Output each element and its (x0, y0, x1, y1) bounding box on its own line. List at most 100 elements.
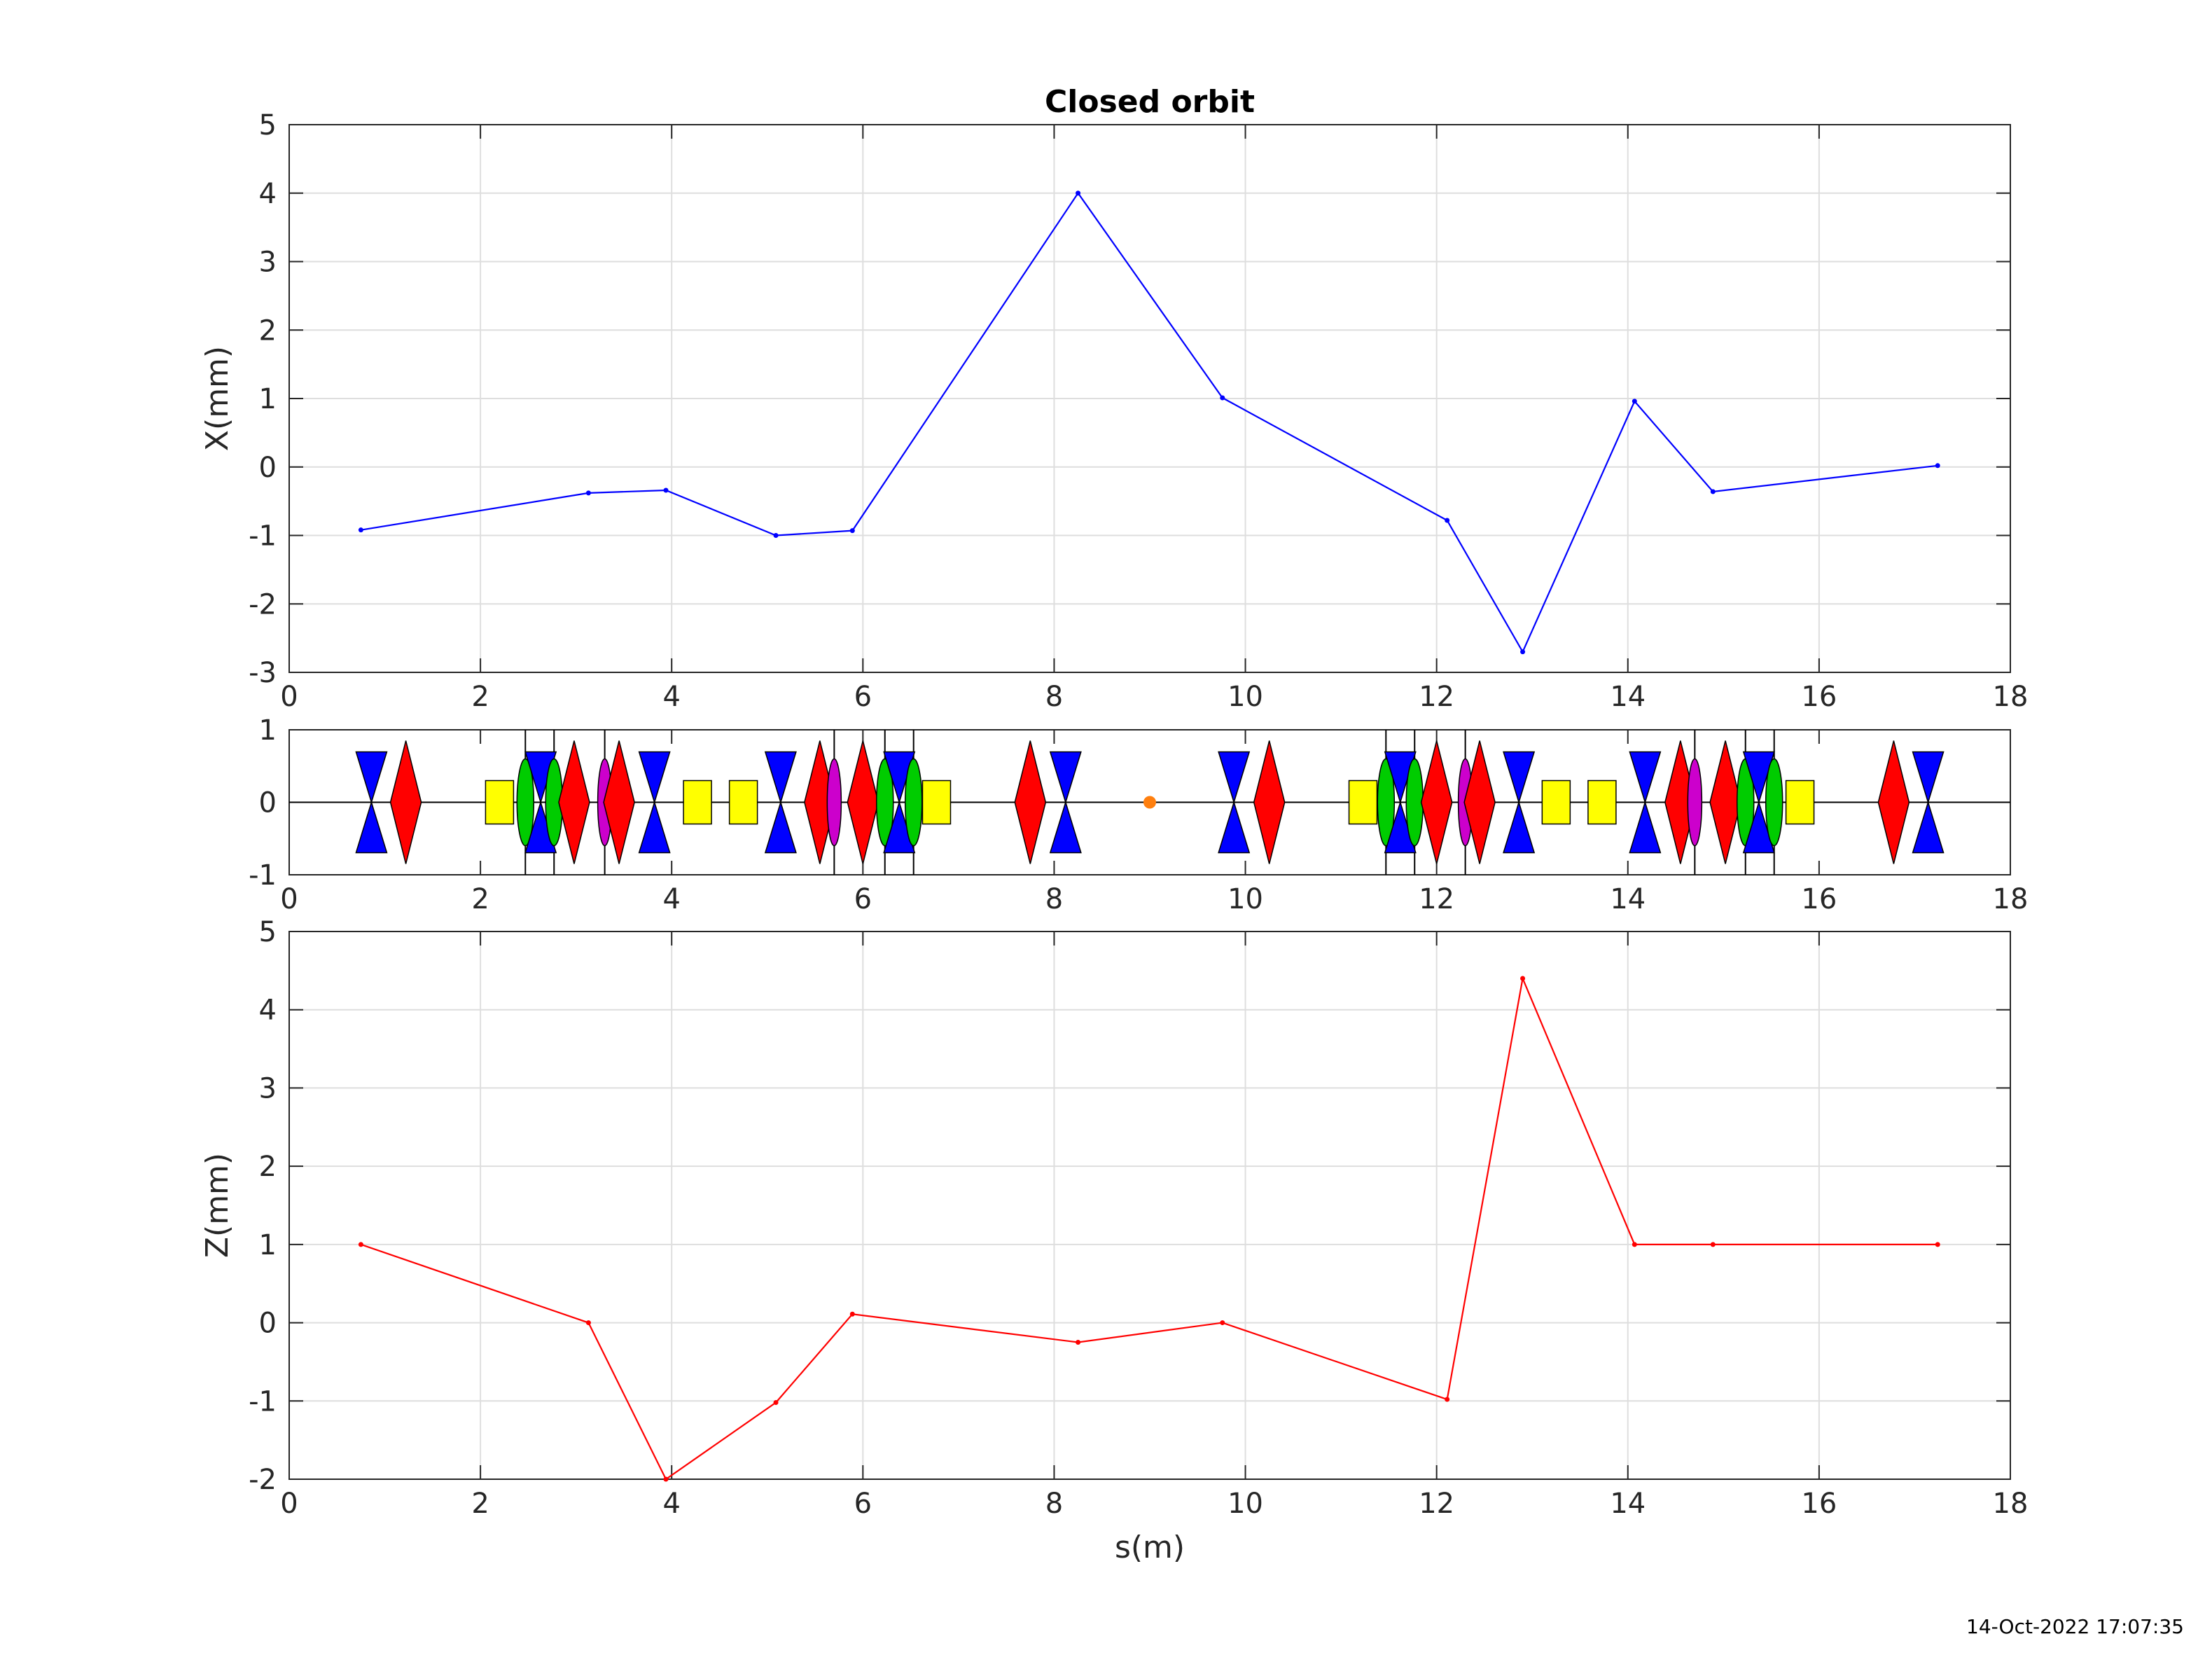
quadrupole-d-marker (1014, 740, 1047, 864)
quadrupole-f-marker (1049, 751, 1082, 854)
sextupole-marker (904, 758, 923, 847)
quadrupole-f-marker (1629, 751, 1662, 854)
y-tick-label: 1 (259, 383, 277, 415)
sextupole-marker (875, 758, 894, 847)
y-tick-label: -1 (249, 520, 277, 553)
quadrupole-f-marker (355, 751, 388, 854)
x-tick-label: 0 (280, 883, 298, 915)
y-tick-label: 2 (259, 314, 277, 347)
quadrupole-d-marker (603, 740, 635, 864)
series-line (361, 191, 1938, 654)
data-point (1935, 463, 1940, 469)
data-point (1220, 395, 1225, 401)
x-tick-label: 16 (1801, 1488, 1837, 1520)
data-point (1710, 489, 1716, 494)
y-tick-label: 5 (259, 109, 277, 141)
y-tick-label: 4 (259, 995, 277, 1027)
quadrupole-d-marker (1463, 740, 1496, 864)
octupole-marker (1687, 758, 1703, 847)
lattice-synoptic: 0 2 4 6 8 10 12 14 16 18-101 (249, 714, 2028, 915)
sextupole-marker (1377, 758, 1396, 847)
sextupole-marker (1405, 758, 1424, 847)
data-point (1632, 399, 1637, 404)
data-point (1076, 191, 1081, 196)
x-tick-label: 0 (280, 681, 298, 713)
sextupole-marker (1765, 758, 1783, 847)
y-tick-label: 0 (259, 452, 277, 484)
dipole-marker (728, 780, 758, 825)
y-tick-label: -1 (249, 859, 277, 892)
data-point (1520, 649, 1526, 655)
y-tick-label: -2 (249, 588, 277, 621)
y-tick-label: 3 (259, 1072, 277, 1105)
x-axis-label: s(m) (1115, 1530, 1185, 1565)
quadrupole-d-marker (558, 740, 590, 864)
y-tick-label: 5 (259, 916, 277, 948)
data-point (358, 1242, 363, 1247)
timestamp: 14-Oct-2022 17:07:35 (1966, 1615, 2184, 1638)
x-tick-label: 12 (1419, 883, 1454, 915)
y-tick-label: 4 (259, 178, 277, 210)
quadrupole-d-marker (1420, 740, 1453, 864)
x-tick-label: 2 (471, 681, 489, 713)
x-tick-label: 4 (662, 1488, 680, 1520)
dipole-marker (1348, 780, 1378, 825)
axes-frame (288, 931, 2011, 1480)
data-point (1076, 1340, 1081, 1345)
dipole-marker (485, 780, 515, 825)
y-tick-label: -3 (249, 657, 277, 689)
dipole-marker (1541, 780, 1571, 825)
x-tick-label: 18 (1993, 1488, 2029, 1520)
data-point (773, 533, 779, 538)
data-point (1445, 518, 1450, 523)
x-tick-label: 6 (854, 1488, 872, 1520)
data-point (1632, 1242, 1637, 1247)
quadrupole-f-marker (1912, 751, 1945, 854)
x-tick-label: 2 (471, 1488, 489, 1520)
x-tick-label: 2 (471, 883, 489, 915)
monitor-marker (1143, 796, 1156, 809)
x-tick-label: 8 (1045, 681, 1063, 713)
quadrupole-d-marker (1253, 740, 1286, 864)
quadrupole-d-marker (1709, 740, 1741, 864)
x-tick-label: 16 (1801, 883, 1837, 915)
data-point (585, 1320, 591, 1326)
y-tick-label: 1 (259, 714, 277, 747)
x-tick-label: 18 (1993, 883, 2029, 915)
x-tick-label: 6 (854, 681, 872, 713)
octupole-marker (826, 758, 842, 847)
quadrupole-f-marker (638, 751, 671, 854)
quadrupole-f-marker (1503, 751, 1536, 854)
data-point (849, 528, 855, 534)
y-tick-label: 0 (259, 1308, 277, 1340)
chart-title: Closed orbit (1045, 84, 1255, 120)
x-tick-label: 12 (1419, 681, 1454, 713)
dipole-marker (683, 780, 712, 825)
x-tick-label: 8 (1045, 1488, 1063, 1520)
data-point (1935, 1242, 1940, 1247)
x-tick-label: 14 (1610, 883, 1646, 915)
x-tick-label: 14 (1610, 1488, 1646, 1520)
y-tick-label: -2 (249, 1464, 277, 1496)
x-tick-label: 4 (662, 681, 680, 713)
data-point (849, 1311, 855, 1317)
data-point (663, 1476, 669, 1482)
data-point (663, 487, 669, 493)
y-tick-label: 1 (259, 1229, 277, 1261)
quadrupole-d-marker (1877, 740, 1910, 864)
x-tick-label: 14 (1610, 681, 1646, 713)
series-line (361, 976, 1938, 1481)
sextupole-marker (516, 758, 535, 847)
data-point (1220, 1320, 1225, 1326)
quadrupole-d-marker (389, 740, 422, 864)
y-tick-label: 0 (259, 787, 277, 819)
data-point (1445, 1397, 1450, 1402)
quadrupole-d-marker (847, 740, 879, 864)
y-tick-label: 2 (259, 1151, 277, 1183)
dipole-marker (1587, 780, 1617, 825)
data-point (1710, 1242, 1716, 1247)
data-point (358, 527, 363, 533)
data-point (773, 1400, 779, 1406)
